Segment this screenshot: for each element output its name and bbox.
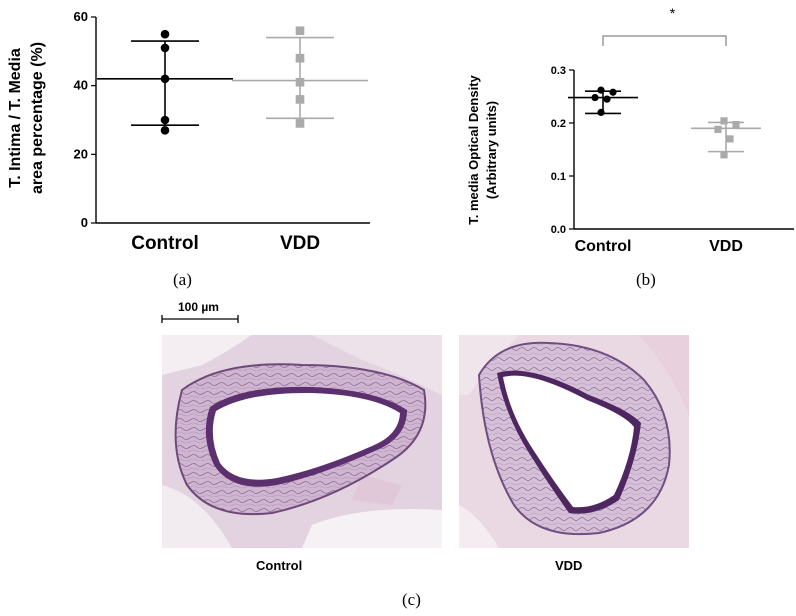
data-point bbox=[726, 135, 734, 143]
data-point bbox=[160, 126, 170, 135]
data-point bbox=[295, 119, 305, 128]
data-point bbox=[597, 86, 605, 94]
y-tick-label: 0.0 bbox=[551, 224, 566, 236]
data-point bbox=[714, 125, 722, 133]
vdd-micrograph bbox=[459, 335, 689, 548]
control-micrograph bbox=[162, 335, 442, 548]
x-category-label: VDD bbox=[280, 233, 320, 254]
data-point bbox=[609, 88, 617, 96]
data-point bbox=[295, 95, 305, 104]
chart-a: 0 20 40 60 T. Intima / T. Media area percenta… bbox=[7, 9, 370, 254]
data-point bbox=[295, 53, 305, 63]
y-tick-label: 20 bbox=[74, 146, 88, 161]
data-point bbox=[295, 26, 305, 36]
data-point bbox=[160, 43, 170, 53]
significance-bracket bbox=[602, 35, 727, 46]
y-axis-label-line: (Arbitrary units) bbox=[484, 101, 499, 199]
y-tick-label: 0 bbox=[81, 215, 88, 230]
x-category-label: VDD bbox=[709, 238, 743, 255]
panel-label-a: (a) bbox=[173, 270, 192, 289]
significance-marker: * bbox=[670, 5, 676, 21]
data-point bbox=[160, 74, 170, 84]
scale-bar-label: 100 µm bbox=[178, 300, 219, 314]
data-point bbox=[732, 120, 740, 129]
chart-b: 0.0 0.1 0.2 0.3 T. media Optical Density (Arb… bbox=[466, 5, 794, 255]
y-tick-label: 0.3 bbox=[551, 65, 566, 77]
y-axis-label-line: T. media Optical Density bbox=[466, 74, 481, 224]
panel-label-b: (b) bbox=[636, 270, 656, 289]
vdd-caption: VDD bbox=[555, 558, 583, 573]
data-point bbox=[597, 108, 605, 116]
x-category-label: Control bbox=[575, 238, 632, 255]
control-caption: Control bbox=[256, 558, 303, 573]
scale-bar bbox=[161, 315, 239, 323]
data-point bbox=[295, 77, 305, 87]
y-axis-label-line: area percentage (%) bbox=[29, 42, 46, 194]
y-axis-label-line: T. Intima / T. Media bbox=[7, 48, 24, 188]
y-axis-title: T. Intima / T. Media area percentage (%) bbox=[7, 42, 46, 194]
panel-label-c: (c) bbox=[402, 590, 421, 609]
data-point bbox=[720, 151, 728, 159]
y-axis-title: T. media Optical Density (Arbitrary units… bbox=[466, 74, 499, 224]
data-point bbox=[160, 115, 170, 125]
y-tick-label: 40 bbox=[74, 78, 88, 93]
data-point bbox=[591, 93, 599, 102]
y-tick-label: 0.2 bbox=[551, 118, 566, 130]
y-tick-label: 60 bbox=[74, 9, 88, 24]
data-point bbox=[603, 95, 611, 103]
data-point bbox=[720, 117, 728, 125]
y-tick-label: 0.1 bbox=[551, 171, 566, 183]
data-point bbox=[160, 29, 170, 39]
x-category-label: Control bbox=[131, 233, 199, 254]
